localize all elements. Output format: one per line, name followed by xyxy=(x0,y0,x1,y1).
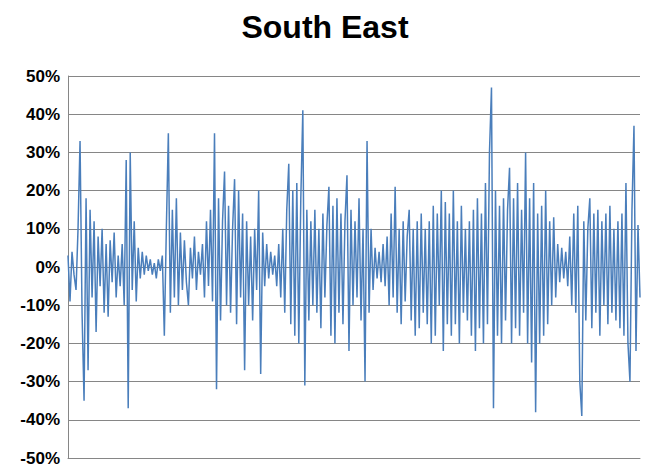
svg-text:10%: 10% xyxy=(26,219,60,238)
svg-text:20%: 20% xyxy=(26,181,60,200)
svg-text:-40%: -40% xyxy=(20,410,60,429)
svg-text:-50%: -50% xyxy=(20,449,60,468)
svg-text:South East: South East xyxy=(241,9,408,45)
svg-text:40%: 40% xyxy=(26,105,60,124)
svg-text:30%: 30% xyxy=(26,143,60,162)
svg-text:-10%: -10% xyxy=(20,296,60,315)
svg-text:0%: 0% xyxy=(35,258,60,277)
svg-text:-20%: -20% xyxy=(20,334,60,353)
svg-text:-30%: -30% xyxy=(20,372,60,391)
svg-text:50%: 50% xyxy=(26,67,60,86)
